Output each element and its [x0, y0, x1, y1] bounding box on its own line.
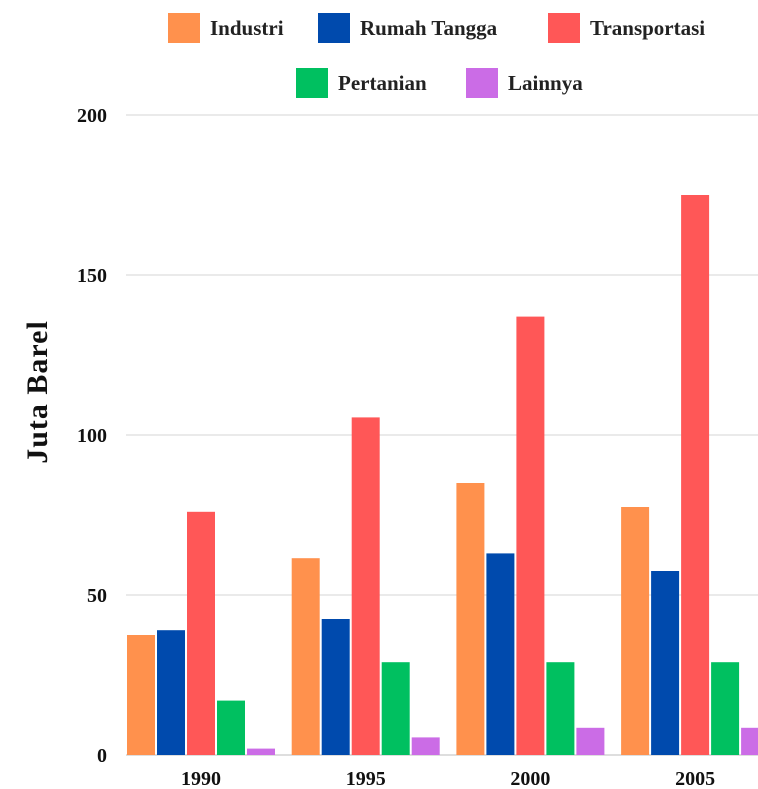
- bar-transportasi-2005: [681, 195, 710, 755]
- bar-lainnya-1995: [411, 737, 440, 755]
- legend-label: Pertanian: [338, 71, 427, 95]
- y-tick-label: 150: [77, 265, 107, 287]
- x-tick-label: 1990: [181, 768, 221, 789]
- legend-item: Pertanian: [296, 68, 427, 98]
- bars: [127, 195, 758, 755]
- legend-swatch: [548, 13, 580, 43]
- legend-item: Industri: [168, 13, 284, 43]
- bar-pertanian-1995: [381, 662, 410, 755]
- legend-label: Lainnya: [508, 71, 583, 95]
- bar-lainnya-1990: [247, 748, 275, 755]
- legend-label: Industri: [210, 16, 284, 40]
- legend-label: Transportasi: [590, 16, 705, 40]
- bar-pertanian-2005: [711, 662, 740, 755]
- legend-label: Rumah Tangga: [360, 16, 498, 40]
- legend-swatch: [296, 68, 328, 98]
- legend-item: Lainnya: [466, 68, 583, 98]
- bar-industri-2005: [621, 507, 650, 755]
- bar-industri-1990: [127, 635, 155, 755]
- legend-swatch: [168, 13, 200, 43]
- y-axis-ticks: 0 50 100 150 200: [77, 105, 107, 767]
- bar-pertanian-1990: [217, 700, 245, 755]
- y-tick-label: 200: [77, 105, 107, 127]
- bar-transportasi-1995: [351, 417, 380, 755]
- bar-lainnya-2005: [741, 727, 758, 755]
- legend-item: Rumah Tangga: [318, 13, 498, 43]
- bar-transportasi-2000: [516, 316, 545, 755]
- x-axis-ticks: 1990 1995 2000 2005: [181, 768, 715, 789]
- legend: Industri Rumah Tangga Transportasi Pertania…: [168, 13, 705, 98]
- x-tick-label: 1995: [346, 768, 386, 789]
- legend-swatch: [466, 68, 498, 98]
- x-tick-label: 2005: [675, 768, 715, 789]
- legend-swatch: [318, 13, 350, 43]
- y-tick-label: 50: [87, 585, 107, 607]
- legend-item: Transportasi: [548, 13, 705, 43]
- y-tick-label: 100: [77, 425, 107, 447]
- bar-lainnya-2000: [576, 727, 605, 755]
- bar-industri-2000: [456, 483, 485, 755]
- bar-industri-1995: [291, 558, 320, 755]
- bar-transportasi-1990: [187, 511, 215, 755]
- bar-rumah-tangga-2005: [651, 571, 680, 755]
- bar-rumah-tangga-1995: [321, 619, 350, 755]
- y-tick-label: 0: [97, 745, 107, 767]
- y-axis-label: Juta Barel: [21, 320, 54, 464]
- x-tick-label: 2000: [510, 768, 550, 789]
- bar-rumah-tangga-1990: [157, 630, 185, 755]
- bar-rumah-tangga-2000: [486, 553, 515, 755]
- bar-pertanian-2000: [546, 662, 575, 755]
